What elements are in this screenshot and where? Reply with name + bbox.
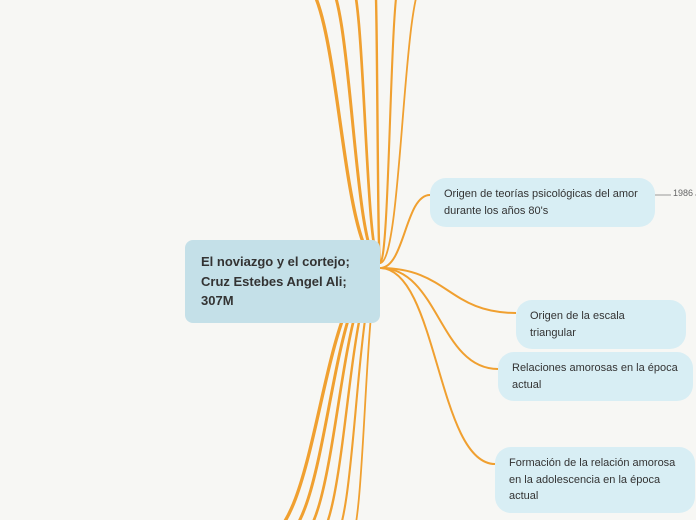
child-node-2[interactable]: Relaciones amorosas en la época actual [498,352,693,401]
center-node[interactable]: El noviazgo y el cortejo; Cruz Estebes A… [185,240,380,323]
child-node-0[interactable]: Origen de teorías psicológicas del amor … [430,178,655,227]
child-node-text-3: Formación de la relación amorosa en la a… [509,457,675,502]
child-node-1[interactable]: Origen de la escala triangular [516,300,686,349]
child-node-text-1: Origen de la escala triangular [530,310,625,339]
center-node-text: El noviazgo y el cortejo; Cruz Estebes A… [201,254,350,308]
child-node-text-2: Relaciones amorosas en la época actual [512,362,678,391]
leaf-label-0: 1986 [673,188,693,198]
child-node-text-0: Origen de teorías psicológicas del amor … [444,188,638,217]
child-node-3[interactable]: Formación de la relación amorosa en la a… [495,447,695,513]
